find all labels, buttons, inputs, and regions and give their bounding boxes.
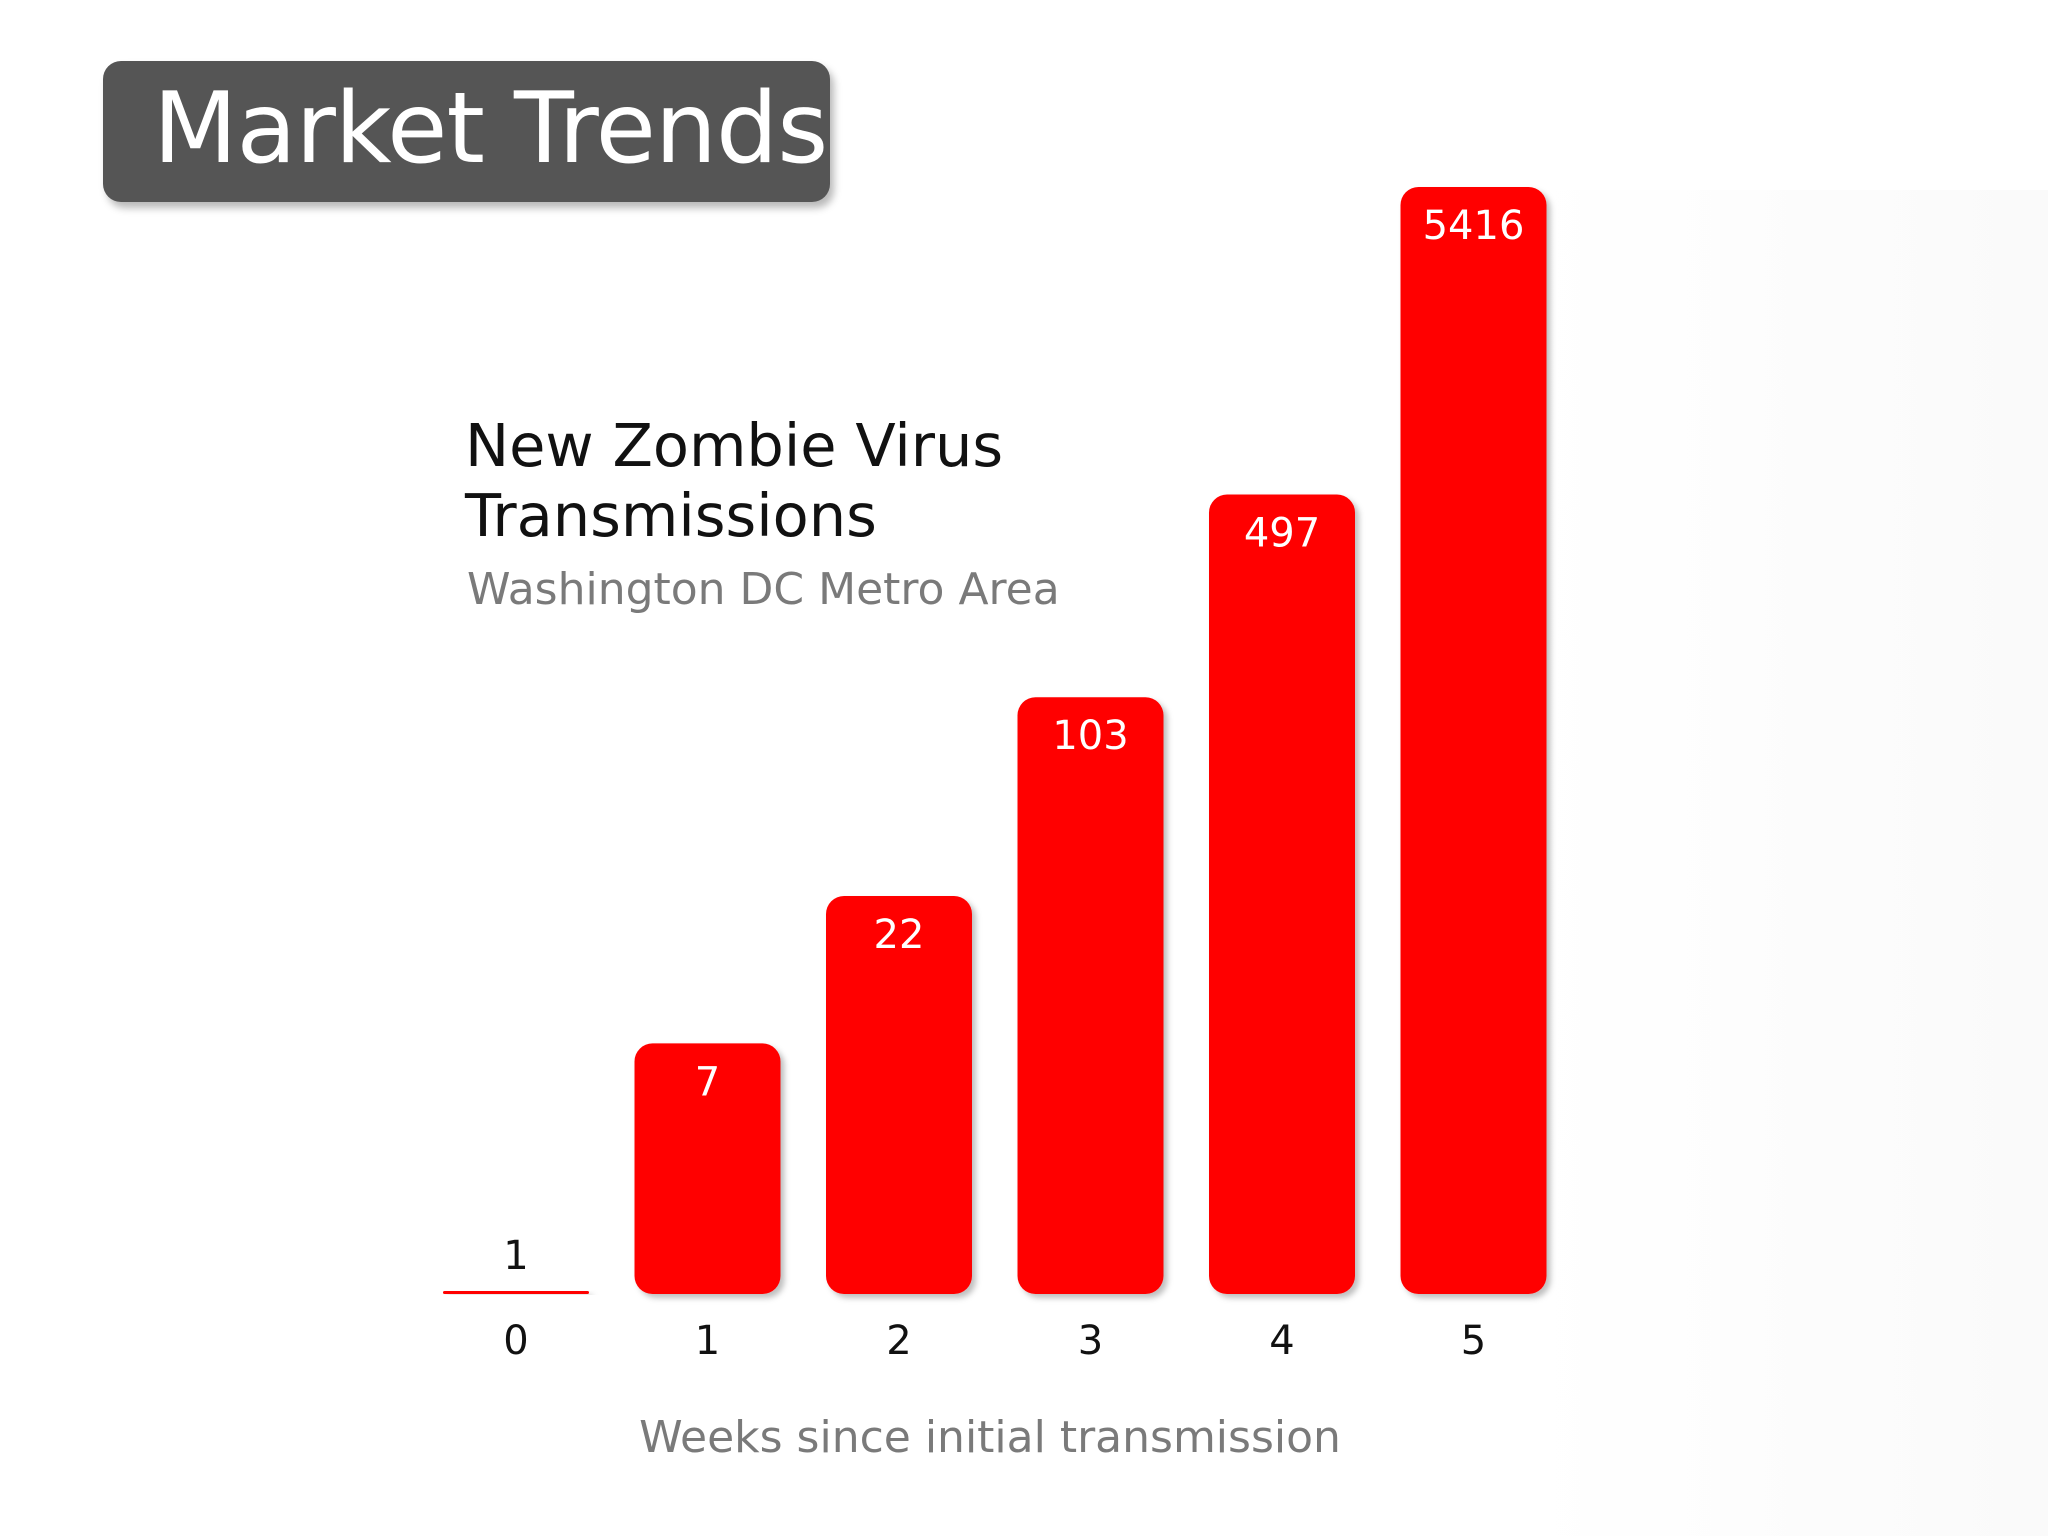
x-tick-label: 2 — [886, 1318, 911, 1364]
bar-week-4 — [1209, 494, 1355, 1294]
background-panel — [1530, 190, 2048, 1536]
page-title: Market Trends — [153, 72, 828, 186]
bar-week-5 — [1400, 187, 1547, 1294]
x-tick-label: 4 — [1269, 1318, 1294, 1364]
header-badge: Market Trends — [103, 61, 830, 202]
chart-title: New Zombie Virus Transmissions — [465, 411, 1004, 550]
bar-value-label: 103 — [1052, 713, 1128, 759]
bar-value-label: 1 — [503, 1233, 528, 1279]
bar-value-label: 497 — [1244, 511, 1320, 557]
x-axis-label: Weeks since initial transmission — [639, 1412, 1341, 1463]
bar-week-3 — [1017, 697, 1164, 1294]
x-tick-label: 3 — [1078, 1318, 1103, 1364]
x-tick-label: 1 — [695, 1318, 720, 1364]
x-tick-label: 0 — [503, 1318, 528, 1364]
bar-value-label: 5416 — [1423, 203, 1525, 249]
x-tick-label: 5 — [1461, 1318, 1486, 1364]
bar-value-label: 7 — [695, 1059, 720, 1105]
bar-week-0 — [443, 1291, 589, 1294]
bar-week-1 — [634, 1043, 781, 1294]
bar-value-label: 22 — [874, 912, 925, 958]
bar-week-2 — [826, 895, 972, 1294]
chart-subtitle: Washington DC Metro Area — [467, 564, 1060, 615]
